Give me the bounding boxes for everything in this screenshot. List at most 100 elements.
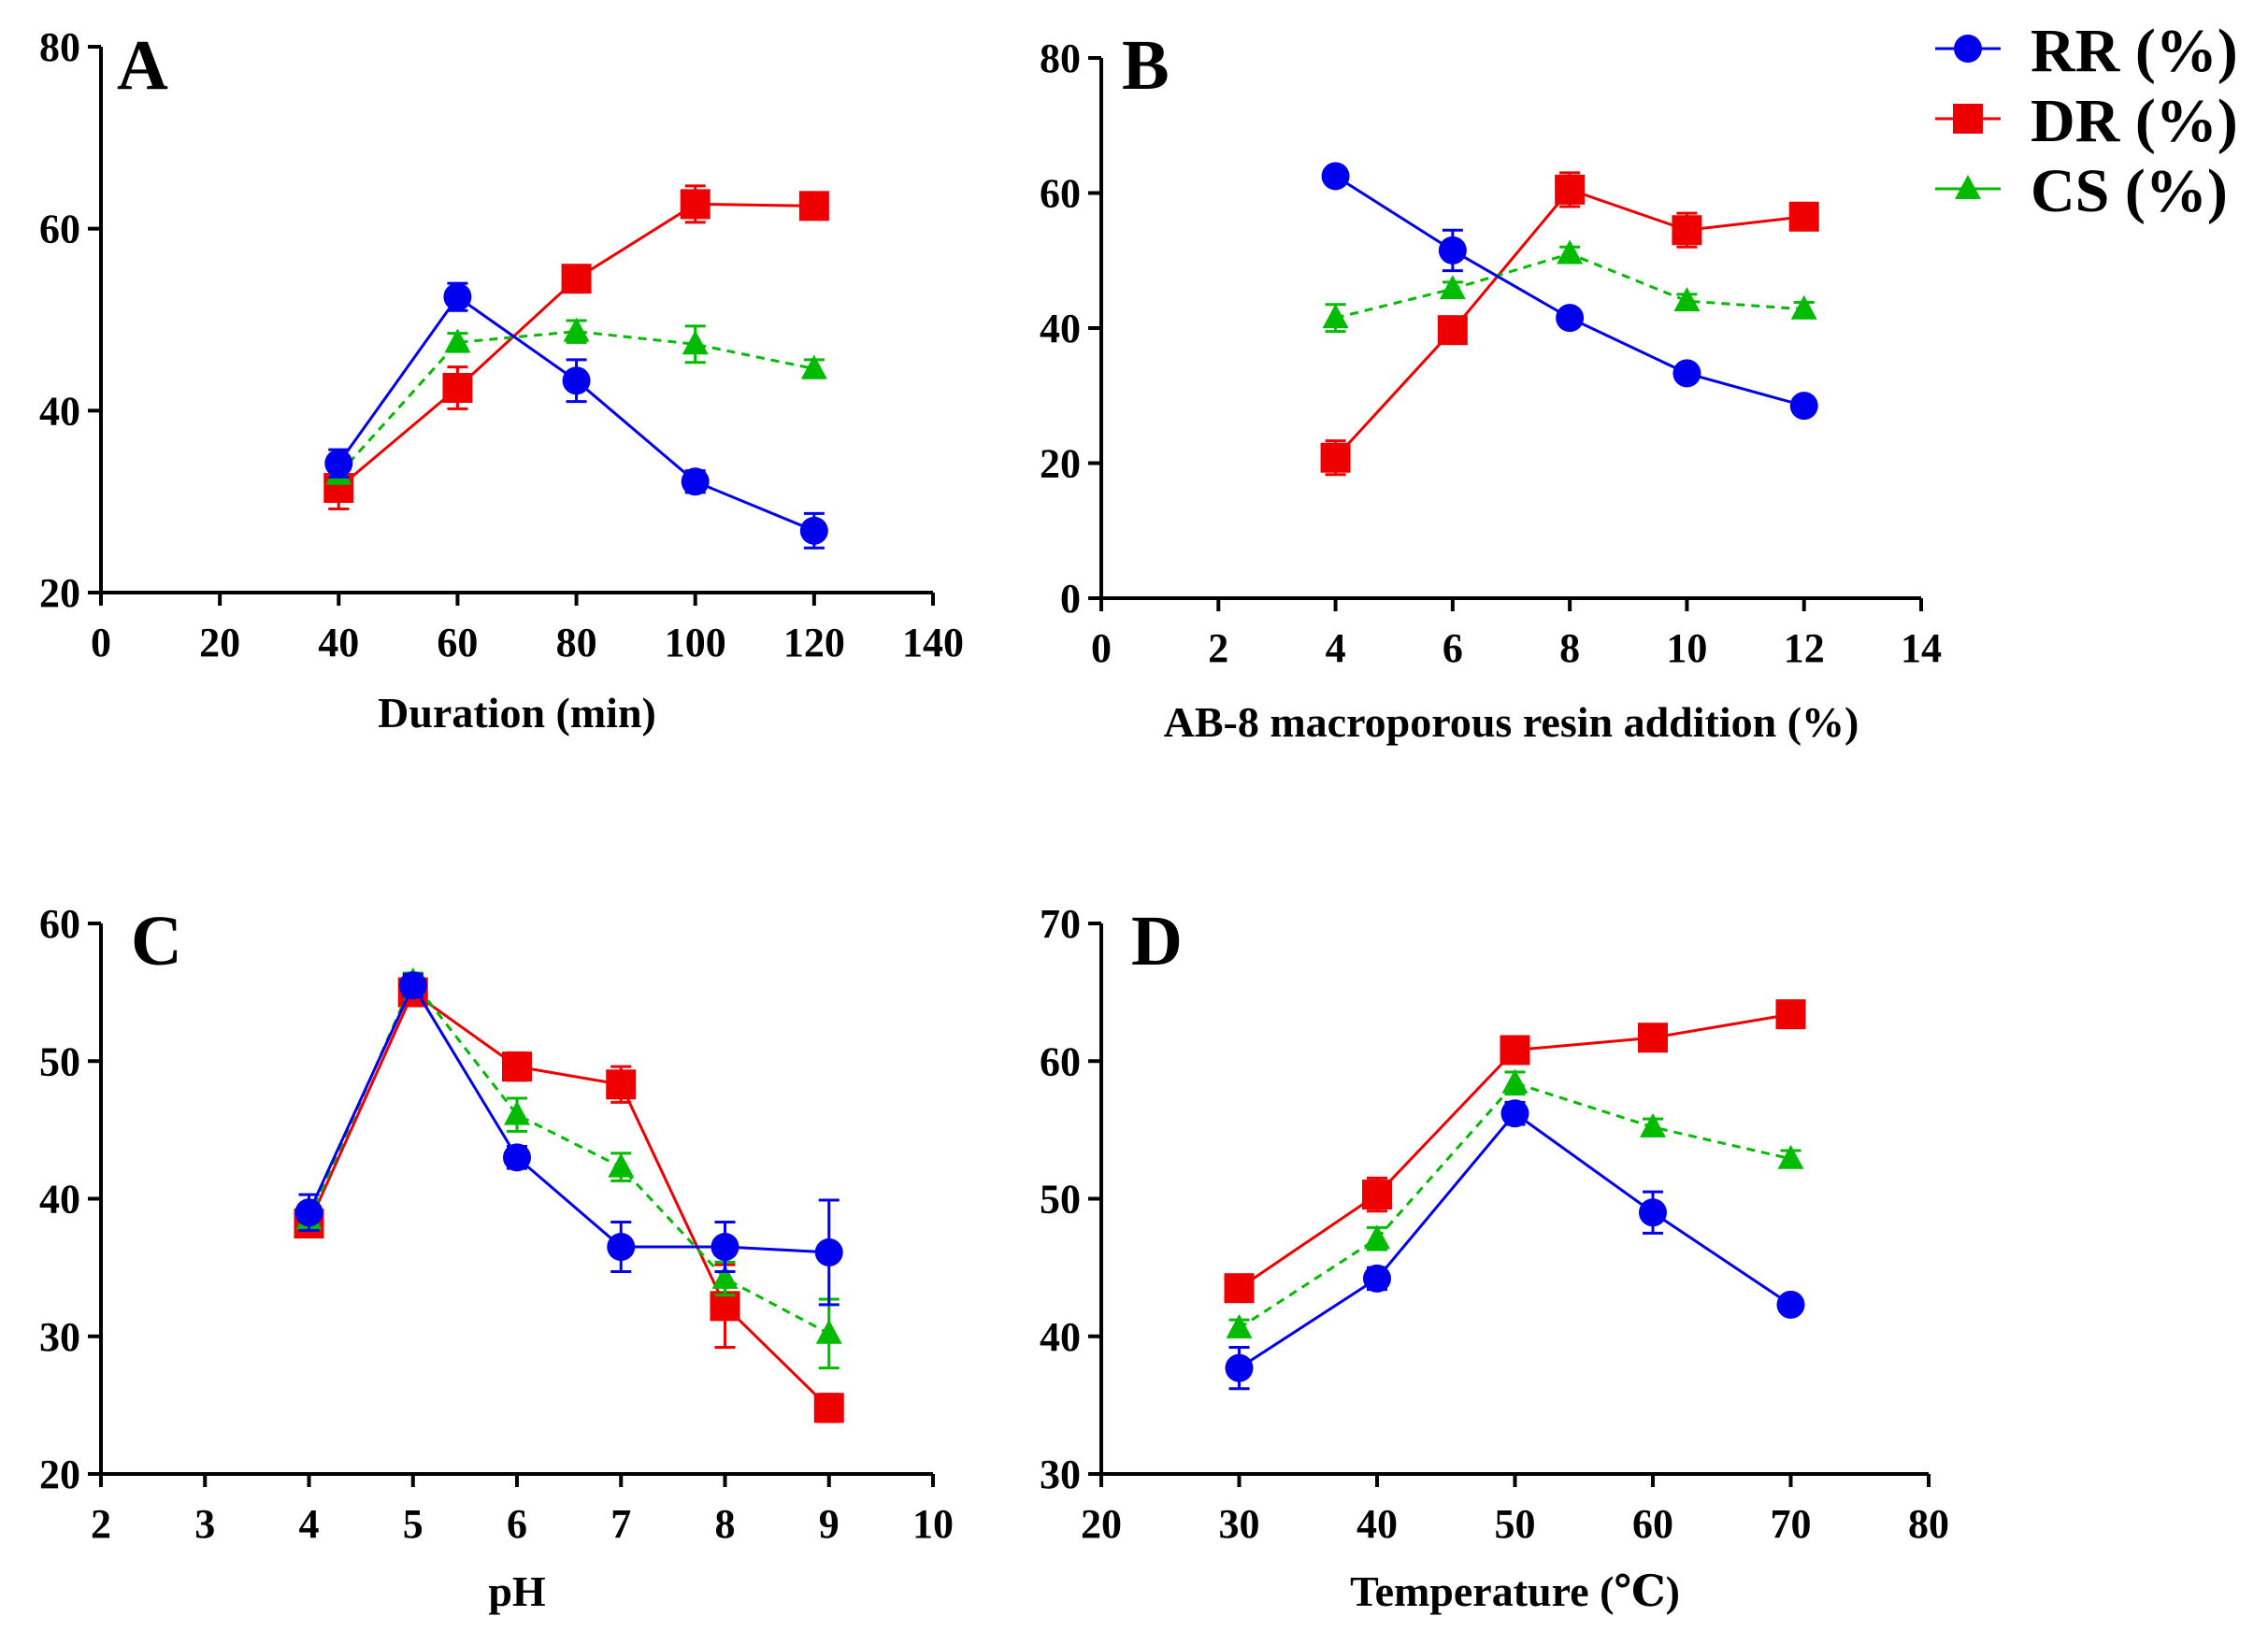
data-point (608, 1152, 635, 1178)
series-line (308, 990, 830, 1409)
data-point (1788, 201, 1819, 232)
data-point (814, 1238, 843, 1266)
series-dr (294, 977, 844, 1424)
x-tick-label: 0 (91, 620, 111, 665)
x-tick-label: 50 (1495, 1501, 1536, 1547)
legend-marker (1954, 35, 1982, 63)
x-tick-label: 70 (1771, 1501, 1812, 1547)
y-tick-label: 40 (1040, 306, 1081, 351)
series-rr (1321, 162, 1818, 421)
data-point (442, 373, 473, 403)
x-tick-label: 2 (1208, 625, 1228, 671)
legend-item-dr: DR (%) (1935, 87, 2238, 155)
x-tick-label: 20 (199, 620, 240, 665)
data-point (1639, 1198, 1667, 1227)
x-axis-label: Temperature (℃) (1350, 1567, 1680, 1615)
y-tick-label: 80 (1040, 36, 1081, 81)
data-point (682, 330, 709, 355)
series-dr (323, 184, 829, 510)
legend: RR (%)DR (%)CS (%) (1935, 17, 2238, 225)
x-tick-label: 12 (1784, 625, 1825, 671)
x-tick-label: 2 (91, 1501, 111, 1547)
legend-marker (1953, 104, 1983, 134)
y-tick-label: 30 (1040, 1452, 1081, 1497)
data-point (1439, 275, 1466, 300)
series-line (308, 978, 830, 1336)
x-tick-label: 140 (902, 620, 964, 665)
data-point (294, 1198, 323, 1227)
x-tick-label: 8 (1559, 625, 1580, 671)
x-axis-label: AB-8 macroporous resin addition (%) (1164, 698, 1859, 746)
y-tick-label: 40 (39, 1177, 80, 1223)
data-point (561, 264, 592, 294)
series-line (1334, 175, 1805, 408)
series-cs (325, 317, 827, 485)
data-point (1322, 304, 1349, 329)
x-tick-label: 80 (1908, 1501, 1949, 1547)
data-point (444, 328, 471, 353)
data-point (1640, 1112, 1666, 1137)
chart-panel-b: 0 2 4 6 8 10 12 14 0 20 40 60 80 B AB-8 macroporous re… (1040, 26, 1942, 746)
data-point (1500, 1035, 1530, 1066)
data-point (799, 516, 828, 545)
data-point (607, 1233, 636, 1262)
data-point (504, 1100, 530, 1125)
panel-label: B (1122, 26, 1170, 105)
legend-marker (1955, 175, 1981, 199)
data-point (1672, 215, 1702, 246)
y-tick-label: 0 (1060, 576, 1081, 622)
x-tick-label: 60 (437, 620, 478, 665)
y-tick-label: 60 (1040, 171, 1081, 217)
data-point (1500, 1099, 1529, 1128)
x-axis-label: Duration (min) (378, 689, 656, 737)
legend-item-cs: CS (%) (1935, 157, 2228, 225)
data-point (1363, 1264, 1391, 1293)
y-tick-label: 60 (1040, 1038, 1081, 1084)
x-tick-label: 30 (1219, 1501, 1260, 1547)
y-tick-label: 40 (1040, 1314, 1081, 1360)
x-tick-label: 3 (194, 1501, 215, 1547)
y-tick-label: 60 (39, 901, 80, 947)
series-rr (1225, 1099, 1805, 1391)
series-line (337, 202, 814, 490)
x-tick-label: 4 (299, 1501, 320, 1547)
y-tick-label: 80 (39, 24, 80, 70)
series-dr (1224, 999, 1806, 1304)
series-line (308, 982, 829, 1254)
x-tick-label: 100 (665, 620, 726, 665)
y-tick-label: 70 (1040, 901, 1081, 947)
data-point (1775, 999, 1806, 1030)
data-point (1501, 1068, 1529, 1094)
data-point (711, 1233, 739, 1262)
x-tick-label: 5 (403, 1501, 423, 1547)
y-tick-label: 60 (39, 207, 80, 252)
data-point (815, 1319, 842, 1344)
x-tick-label: 60 (1632, 1501, 1673, 1547)
data-point (711, 1264, 739, 1289)
y-tick-label: 40 (39, 388, 80, 434)
x-tick-label: 6 (507, 1501, 527, 1547)
data-point (1556, 304, 1585, 333)
data-point (1225, 1353, 1254, 1382)
data-point (1321, 162, 1350, 191)
data-point (1557, 239, 1584, 265)
y-tick-label: 30 (39, 1314, 80, 1360)
data-point (1673, 287, 1701, 312)
legend-label: DR (%) (2031, 87, 2238, 155)
panel-label: C (131, 902, 182, 980)
data-point (1672, 359, 1701, 388)
x-tick-label: 9 (819, 1501, 840, 1547)
series-line (337, 330, 815, 476)
data-point (1362, 1180, 1392, 1210)
data-point (503, 1143, 531, 1172)
x-tick-label: 14 (1901, 625, 1942, 671)
series-cs (1226, 1068, 1804, 1338)
y-tick-label: 20 (39, 570, 80, 616)
series-cs (295, 966, 842, 1370)
chart-panel-c: 2 3 4 5 6 7 8 9 10 20 30 40 50 60 CpH (39, 901, 954, 1615)
data-point (681, 467, 710, 496)
legend-item-rr: RR (%) (1935, 17, 2238, 85)
